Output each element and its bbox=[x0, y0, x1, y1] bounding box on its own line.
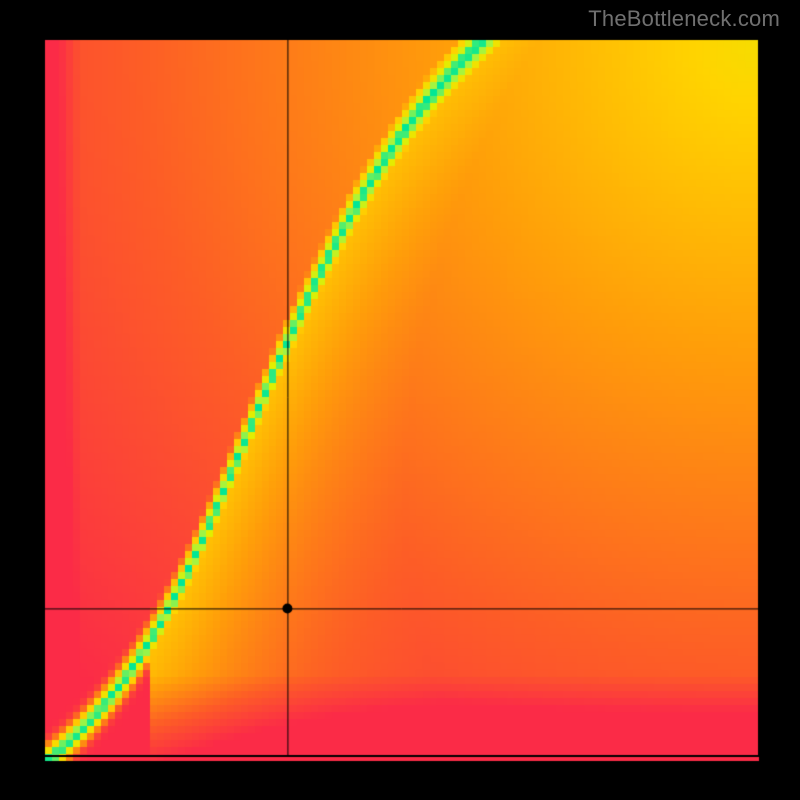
heatmap-canvas bbox=[0, 0, 800, 800]
chart-container: TheBottleneck.com bbox=[0, 0, 800, 800]
watermark-text: TheBottleneck.com bbox=[588, 6, 780, 32]
